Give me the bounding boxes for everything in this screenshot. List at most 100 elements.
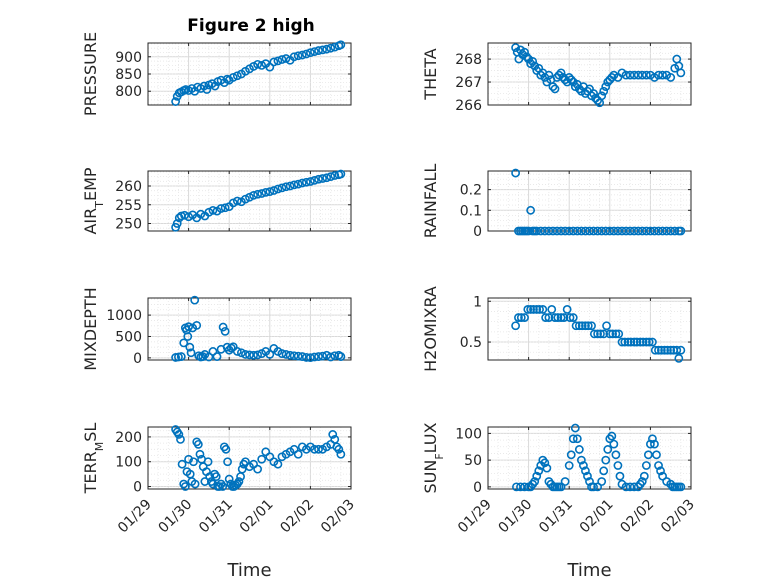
data-point — [589, 89, 598, 98]
data-point — [204, 207, 214, 217]
data-point — [180, 482, 190, 491]
data-point — [516, 482, 525, 492]
data-point — [672, 345, 682, 355]
y-tick-label: 850 — [115, 67, 142, 83]
axes-box — [487, 42, 692, 106]
data-point — [289, 180, 299, 190]
data-point — [301, 353, 311, 362]
data-point — [617, 226, 627, 236]
y-axis-label-sub: F — [433, 453, 446, 459]
data-point — [650, 345, 660, 355]
x-tick-label: 02/03 — [658, 497, 698, 537]
data-point — [550, 84, 560, 94]
data-point — [654, 226, 663, 236]
data-point — [596, 329, 605, 339]
data-point — [579, 461, 588, 470]
data-point — [589, 482, 598, 492]
data-point — [224, 474, 234, 484]
x-tick-label: 02/03 — [318, 497, 358, 537]
subplot-mixdepth: 0 500 1000 MIXDEPTH — [81, 287, 352, 371]
data-point — [301, 177, 311, 187]
data-point — [576, 226, 586, 236]
subplot-terrmsl: 0 100 200 TERRMSL 01/29 01/30 01/31 02/01 02/02 0… — [81, 423, 358, 581]
data-point — [522, 52, 531, 62]
data-point — [241, 350, 250, 359]
y-tick-label: 0 — [133, 351, 142, 367]
data-point — [228, 73, 238, 82]
data-point — [249, 190, 258, 200]
subplot-airtemp: 250 255 260 AIRTEMP — [81, 167, 352, 235]
data-point — [204, 352, 214, 362]
data-point — [641, 226, 651, 236]
data-point — [637, 70, 647, 80]
data-point — [183, 332, 193, 341]
data-point — [179, 338, 189, 348]
data-point — [666, 345, 676, 355]
y-tick-label: 1 — [473, 294, 482, 310]
series-markers — [171, 40, 346, 106]
data-point — [605, 226, 615, 236]
subplot-sunflux: 0 50 100 SUNFLUX 01/29 01/30 01/31 02/01 02/02 02… — [421, 422, 698, 581]
data-point — [526, 305, 536, 314]
data-point — [203, 457, 213, 467]
data-point — [332, 442, 342, 452]
data-point — [599, 329, 609, 339]
data-point — [221, 444, 231, 454]
data-point — [322, 350, 332, 360]
data-point — [658, 226, 667, 236]
data-point — [269, 57, 279, 67]
x-tick-label: 02/01 — [237, 497, 277, 537]
data-point — [613, 226, 623, 236]
y-axis-label: PRESSURE — [81, 32, 100, 116]
data-point — [629, 226, 639, 236]
data-point — [257, 189, 267, 198]
series-markers — [511, 305, 686, 363]
data-point — [621, 70, 631, 80]
data-point — [544, 70, 554, 80]
y-axis-label-main: AIR — [81, 208, 100, 235]
data-point — [326, 43, 336, 53]
x-tick-label: 01/29 — [455, 497, 495, 537]
data-point — [330, 351, 340, 361]
data-point — [556, 226, 566, 236]
data-point — [623, 337, 633, 347]
data-point — [565, 313, 575, 322]
data-point — [609, 439, 619, 449]
data-point — [212, 352, 222, 361]
data-point — [334, 444, 344, 454]
data-point — [577, 321, 587, 331]
data-point — [626, 337, 636, 347]
data-point — [297, 352, 307, 361]
data-point — [234, 477, 244, 486]
data-point — [650, 439, 659, 449]
data-point — [172, 219, 182, 228]
data-point — [532, 471, 542, 481]
data-point — [597, 477, 607, 486]
data-point — [566, 450, 576, 460]
data-point — [524, 226, 533, 236]
data-point — [310, 47, 319, 57]
data-point — [611, 450, 621, 460]
data-point — [253, 350, 263, 360]
data-point — [190, 479, 200, 489]
y-tick-label: 1000 — [106, 308, 142, 324]
x-tick-label: 02/02 — [277, 497, 317, 537]
data-point — [511, 168, 521, 178]
data-point — [512, 482, 521, 492]
data-point — [641, 461, 651, 470]
y-tick-label: 0 — [473, 480, 482, 496]
data-point — [534, 466, 544, 476]
data-point — [632, 337, 642, 347]
series-markers — [171, 425, 346, 491]
data-point — [249, 350, 258, 360]
data-point — [641, 337, 651, 347]
y-axis-label-main: H2OMIXRA — [421, 286, 440, 372]
data-point — [193, 439, 203, 449]
data-point — [184, 322, 193, 332]
data-point — [597, 226, 607, 236]
y-tick-label: 267 — [455, 75, 482, 91]
y-axis-label-sub: T — [93, 201, 106, 209]
data-point — [336, 352, 346, 361]
data-point — [520, 482, 529, 492]
x-tick-label: 02/02 — [617, 497, 657, 537]
